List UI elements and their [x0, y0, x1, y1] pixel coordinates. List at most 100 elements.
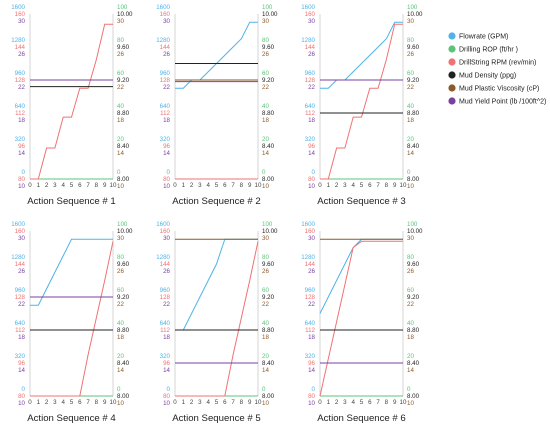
left-tick-flowrate: 320 — [160, 353, 171, 360]
left-tick-flowrate: 960 — [15, 287, 26, 294]
left-tick-rpm: 112 — [160, 327, 170, 334]
right-tick-rop: 20 — [262, 136, 269, 143]
left-tick-yp: 14 — [308, 150, 315, 157]
left-tick-rpm: 80 — [163, 176, 170, 183]
legend-swatch — [448, 97, 456, 105]
right-tick-pv: 10 — [117, 400, 124, 407]
x-tick-label: 9 — [393, 182, 397, 189]
left-tick-yp: 18 — [163, 334, 170, 341]
right-tick-density: 8.80 — [262, 327, 275, 334]
x-tick-label: 7 — [231, 182, 235, 189]
x-tick-label: 6 — [368, 182, 372, 189]
right-tick-density: 8.40 — [262, 360, 275, 367]
right-tick-rop: 20 — [262, 353, 269, 360]
left-tick-yp: 18 — [308, 334, 315, 341]
left-tick-rpm: 112 — [160, 110, 170, 117]
right-tick-pv: 14 — [262, 150, 269, 157]
right-tick-pv: 10 — [407, 183, 414, 190]
left-tick-rpm: 96 — [18, 143, 25, 150]
x-tick-label: 4 — [61, 182, 65, 189]
right-tick-rop: 80 — [407, 254, 414, 261]
right-tick-rop: 80 — [262, 37, 269, 44]
right-tick-rop: 20 — [407, 136, 414, 143]
left-tick-yp: 22 — [308, 301, 315, 308]
x-tick-label: 10 — [110, 182, 117, 189]
x-tick-label: 9 — [103, 399, 107, 406]
left-tick-flowrate: 1280 — [156, 254, 170, 261]
right-tick-rop: 0 — [407, 386, 411, 393]
right-tick-density: 8.40 — [117, 360, 130, 367]
legend-swatch — [448, 45, 456, 53]
right-tick-density: 9.60 — [117, 44, 130, 51]
left-tick-rpm: 144 — [305, 261, 316, 268]
x-tick-label: 6 — [368, 399, 372, 406]
left-tick-yp: 18 — [18, 117, 25, 124]
x-tick-label: 8 — [95, 399, 99, 406]
series-line-flowrate — [175, 238, 258, 331]
legend-swatch — [448, 32, 456, 40]
right-tick-rop: 20 — [117, 353, 124, 360]
x-tick-label: 2 — [45, 399, 49, 406]
left-tick-flowrate: 320 — [15, 136, 26, 143]
right-tick-density: 10.00 — [117, 11, 133, 18]
x-tick-label: 4 — [351, 399, 355, 406]
left-tick-rpm: 112 — [305, 327, 315, 334]
right-tick-rop: 60 — [407, 287, 414, 294]
right-tick-density: 9.20 — [407, 294, 420, 301]
series-line-flowrate — [319, 238, 403, 314]
right-tick-density: 8.40 — [407, 360, 420, 367]
right-tick-pv: 18 — [407, 117, 414, 124]
left-tick-yp: 26 — [18, 268, 25, 275]
left-tick-yp: 30 — [308, 235, 315, 242]
right-tick-pv: 30 — [262, 235, 269, 242]
right-tick-density: 8.80 — [407, 327, 420, 334]
right-tick-pv: 18 — [262, 334, 269, 341]
right-tick-density: 8.00 — [262, 176, 275, 183]
left-tick-yp: 18 — [308, 117, 315, 124]
right-tick-rop: 40 — [117, 103, 124, 110]
x-tick-label: 2 — [335, 182, 339, 189]
right-tick-density: 9.20 — [407, 77, 420, 84]
x-tick-label: 3 — [198, 182, 202, 189]
x-tick-label: 2 — [190, 399, 194, 406]
legend-label: Mud Plastic Viscosity (cP) — [459, 86, 539, 93]
left-tick-yp: 30 — [18, 18, 25, 25]
right-tick-density: 8.00 — [407, 393, 420, 400]
right-tick-rop: 80 — [407, 37, 414, 44]
x-tick-label: 10 — [255, 399, 262, 406]
left-tick-flowrate: 0 — [312, 386, 316, 393]
right-tick-density: 8.80 — [407, 110, 420, 117]
right-tick-pv: 18 — [117, 334, 124, 341]
left-tick-flowrate: 1600 — [156, 221, 170, 228]
left-tick-rpm: 144 — [305, 44, 316, 51]
left-tick-flowrate: 640 — [15, 103, 26, 110]
left-tick-flowrate: 640 — [160, 103, 171, 110]
right-tick-density: 9.60 — [262, 44, 275, 51]
left-tick-flowrate: 960 — [160, 70, 171, 77]
series-line-flowrate — [175, 21, 258, 89]
x-tick-label: 7 — [231, 399, 235, 406]
left-tick-rpm: 96 — [308, 143, 315, 150]
right-tick-rop: 100 — [262, 221, 273, 228]
right-tick-rop: 0 — [262, 386, 266, 393]
left-tick-flowrate: 960 — [305, 287, 316, 294]
right-tick-rop: 60 — [262, 287, 269, 294]
right-tick-density: 8.40 — [117, 143, 130, 150]
right-tick-rop: 40 — [262, 320, 269, 327]
x-tick-label: 10 — [110, 399, 117, 406]
chart-title: Action Sequence # 5 — [172, 413, 261, 424]
x-tick-label: 5 — [215, 399, 219, 406]
right-tick-rop: 80 — [117, 37, 124, 44]
x-tick-label: 6 — [78, 399, 82, 406]
right-tick-density: 9.60 — [407, 261, 420, 268]
x-tick-label: 8 — [240, 399, 244, 406]
left-tick-rpm: 160 — [305, 228, 316, 235]
left-tick-yp: 26 — [18, 51, 25, 58]
left-tick-yp: 18 — [18, 334, 25, 341]
left-tick-rpm: 96 — [163, 360, 170, 367]
x-tick-label: 1 — [327, 399, 331, 406]
x-tick-label: 3 — [343, 182, 347, 189]
left-tick-flowrate: 1280 — [11, 37, 25, 44]
x-tick-label: 0 — [173, 182, 177, 189]
x-tick-label: 10 — [400, 399, 407, 406]
